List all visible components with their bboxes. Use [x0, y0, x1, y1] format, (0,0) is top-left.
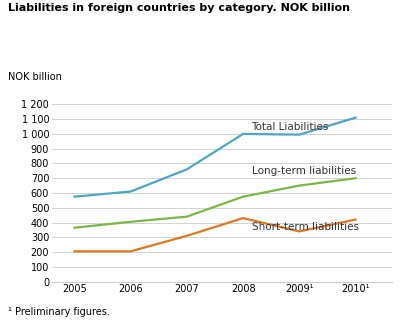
Text: ¹ Preliminary figures.: ¹ Preliminary figures. — [8, 307, 110, 317]
Text: Long-term liabilities: Long-term liabilities — [252, 166, 356, 176]
Text: Total Liabilities: Total Liabilities — [252, 122, 329, 132]
Text: Liabilities in foreign countries by category. NOK billion: Liabilities in foreign countries by cate… — [8, 3, 350, 13]
Text: Short-term liabilities: Short-term liabilities — [252, 222, 358, 232]
Text: NOK billion: NOK billion — [8, 72, 62, 82]
